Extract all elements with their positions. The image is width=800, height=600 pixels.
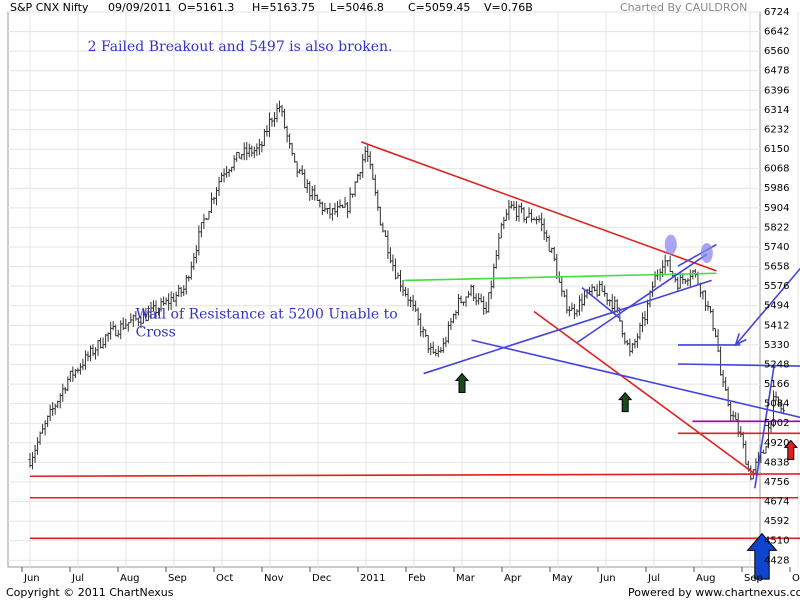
y-tick-label: 5986 — [764, 183, 789, 194]
y-tick-label: 5248 — [764, 359, 789, 370]
y-tick-label: 4838 — [764, 457, 789, 468]
y-tick-label: 6314 — [764, 105, 789, 116]
up-arrow-marker — [746, 532, 778, 580]
trend-line — [360, 141, 717, 272]
x-tick-label: Jun — [599, 573, 616, 584]
y-tick-label: 4592 — [764, 516, 789, 527]
chart-annotation: Wall of Resistance at 5200 Unable to — [136, 307, 398, 323]
x-tick-label: Nov — [264, 573, 284, 584]
high-value: H=5163.75 — [252, 1, 315, 14]
trend-line — [471, 339, 800, 419]
open-value: O=5161.3 — [178, 1, 234, 14]
trend-line — [677, 363, 800, 367]
y-tick-label: 6560 — [764, 46, 789, 57]
y-tick-label: 5412 — [764, 320, 789, 331]
x-tick-label: Sep — [744, 573, 763, 584]
y-tick-label: 5494 — [764, 301, 789, 312]
y-tick-label: 6232 — [764, 124, 789, 135]
chart-markers — [454, 234, 798, 580]
plot-frame — [7, 11, 761, 568]
date-label: 09/09/2011 — [108, 1, 171, 14]
trend-lines — [29, 141, 800, 540]
trend-line — [423, 279, 712, 375]
trend-line — [576, 253, 708, 344]
symbol-label: S&P CNX Nifty — [10, 1, 89, 14]
x-tick-label: May — [552, 573, 573, 584]
trend-line — [533, 310, 756, 475]
x-axis: Jun Jul Aug Sep Oct Nov Dec 2011 Feb Mar Apr May Jun… — [21, 567, 800, 584]
x-tick-label: Jun — [23, 573, 40, 584]
y-tick-label: 4756 — [764, 477, 789, 488]
annotations: 2 Failed Breakout and 5497 is also broke… — [88, 39, 398, 340]
powered-by-label: Powered by www.chartnexus.com — [628, 586, 800, 599]
y-tick-label: 6478 — [764, 66, 789, 77]
highlight-ellipse — [700, 242, 713, 263]
x-tick-label: Oct — [216, 573, 233, 584]
x-tick-label: Dec — [312, 573, 331, 584]
y-tick-label: 4510 — [764, 536, 789, 547]
price-bars — [28, 100, 786, 481]
x-tick-label: Apr — [504, 573, 522, 584]
trend-line — [581, 286, 621, 320]
trend-line — [754, 366, 775, 489]
y-tick-label: 5822 — [764, 222, 789, 233]
y-tick-label: 5084 — [764, 399, 789, 410]
x-tick-label: Jul — [71, 573, 84, 584]
low-value: L=5046.8 — [330, 1, 384, 14]
x-tick-label: 2011 — [360, 573, 385, 584]
y-tick-label: 5658 — [764, 262, 789, 273]
x-tick-label: Feb — [408, 573, 426, 584]
y-tick-label: 6068 — [764, 164, 789, 175]
x-tick-label: Sep — [168, 573, 187, 584]
up-arrow-marker — [454, 372, 470, 394]
y-tick-label: 5166 — [764, 379, 789, 390]
trend-line — [404, 272, 717, 282]
highlight-ellipse — [664, 234, 677, 255]
copyright-label: Copyright © 2011 ChartNexus — [6, 586, 174, 599]
y-tick-label: 5740 — [764, 242, 789, 253]
trend-line — [29, 473, 800, 478]
y-tick-label: 6642 — [764, 27, 789, 38]
y-tick-label: 4920 — [764, 438, 789, 449]
y-tick-label: 5576 — [764, 281, 789, 292]
arrow-line-head — [734, 333, 747, 347]
y-tick-label: 6396 — [764, 85, 789, 96]
up-arrow-marker — [618, 391, 633, 413]
x-tick-label: Jul — [647, 573, 660, 584]
y-tick-label: 6150 — [764, 144, 789, 155]
y-tick-label: 6724 — [764, 7, 789, 18]
y-axis: 6724 6642 6560 6478 6396 6314 6232 6150 6068 5986… — [764, 7, 789, 566]
up-arrow-marker — [783, 439, 798, 460]
y-tick-label: 4428 — [764, 555, 789, 566]
volume-value: V=0.76B — [484, 1, 533, 14]
charted-by-label: Charted By CAULDRON — [620, 1, 747, 14]
y-tick-label: 4674 — [764, 497, 789, 508]
x-tick-label: Mar — [456, 573, 476, 584]
chart-annotation: Cross — [136, 325, 176, 341]
y-tick-label: 5002 — [764, 418, 789, 429]
close-value: C=5059.45 — [408, 1, 470, 14]
x-tick-label: Aug — [120, 573, 140, 584]
y-tick-label: 5330 — [764, 340, 789, 351]
chart-annotation: 2 Failed Breakout and 5497 is also broke… — [88, 39, 393, 55]
x-tick-label: Oct — [792, 573, 800, 584]
y-tick-label: 5904 — [764, 203, 789, 214]
x-tick-label: Aug — [696, 573, 716, 584]
